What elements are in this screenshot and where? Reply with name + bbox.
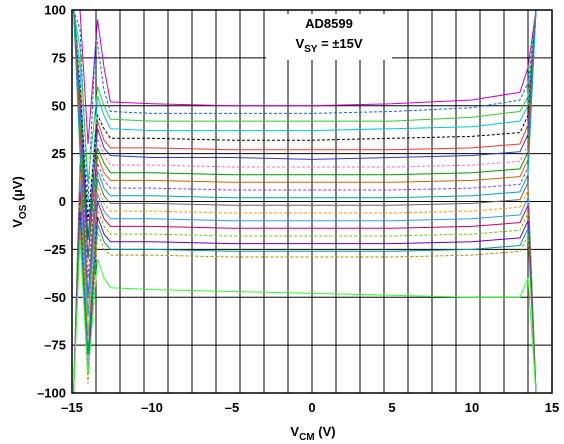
- y-tick-label: –50: [44, 290, 66, 305]
- series-line: [73, 9, 551, 240]
- series-line: [73, 9, 551, 260]
- series-line: [73, 9, 551, 317]
- series-line: [73, 182, 551, 394]
- y-tick-labels: 100 75 50 25 0 –25 –50 –75 –100: [37, 3, 66, 401]
- series-line: [73, 163, 551, 394]
- x-tick-label: 0: [308, 400, 315, 415]
- x-tick-label: 5: [388, 400, 395, 415]
- x-tick-label: –10: [141, 400, 163, 415]
- series-line: [73, 220, 551, 394]
- series-line: [73, 9, 551, 183]
- y-tick-label: –75: [44, 338, 66, 353]
- series-line: [73, 239, 551, 394]
- series-line: [73, 9, 551, 298]
- x-tick-label: –5: [225, 400, 239, 415]
- series-line: [73, 9, 551, 279]
- grid: [71, 9, 553, 394]
- x-tick-label: 10: [465, 400, 479, 415]
- y-tick-label: 0: [59, 194, 66, 209]
- series-line: [73, 9, 551, 260]
- series-group: [73, 9, 551, 394]
- series-line: [73, 211, 551, 394]
- chart-title: AD8599: [305, 16, 353, 31]
- x-tick-labels: –15 –10 –5 0 5 10 15: [61, 400, 559, 415]
- y-axis-label: VOS (µV): [10, 176, 29, 228]
- chart-subtitle: VSY = ±15V: [295, 36, 362, 55]
- series-line: [73, 172, 551, 394]
- y-tick-label: 25: [52, 146, 66, 161]
- plot-frame: [71, 9, 553, 394]
- y-tick-label: 50: [52, 98, 66, 113]
- y-tick-label: 100: [44, 3, 66, 18]
- series-line: [73, 201, 551, 394]
- title-background: [266, 14, 392, 60]
- series-line: [73, 9, 551, 279]
- y-tick-label: –25: [44, 242, 66, 257]
- x-tick-label: –15: [61, 400, 83, 415]
- y-tick-label: –100: [37, 386, 66, 401]
- y-tick-label: 75: [52, 50, 66, 65]
- series-line: [73, 9, 551, 240]
- x-tick-label: 15: [545, 400, 559, 415]
- series-line: [73, 191, 551, 394]
- series-line: [73, 9, 551, 145]
- series-line: [73, 9, 551, 221]
- x-axis-label: VCM (V): [290, 424, 335, 443]
